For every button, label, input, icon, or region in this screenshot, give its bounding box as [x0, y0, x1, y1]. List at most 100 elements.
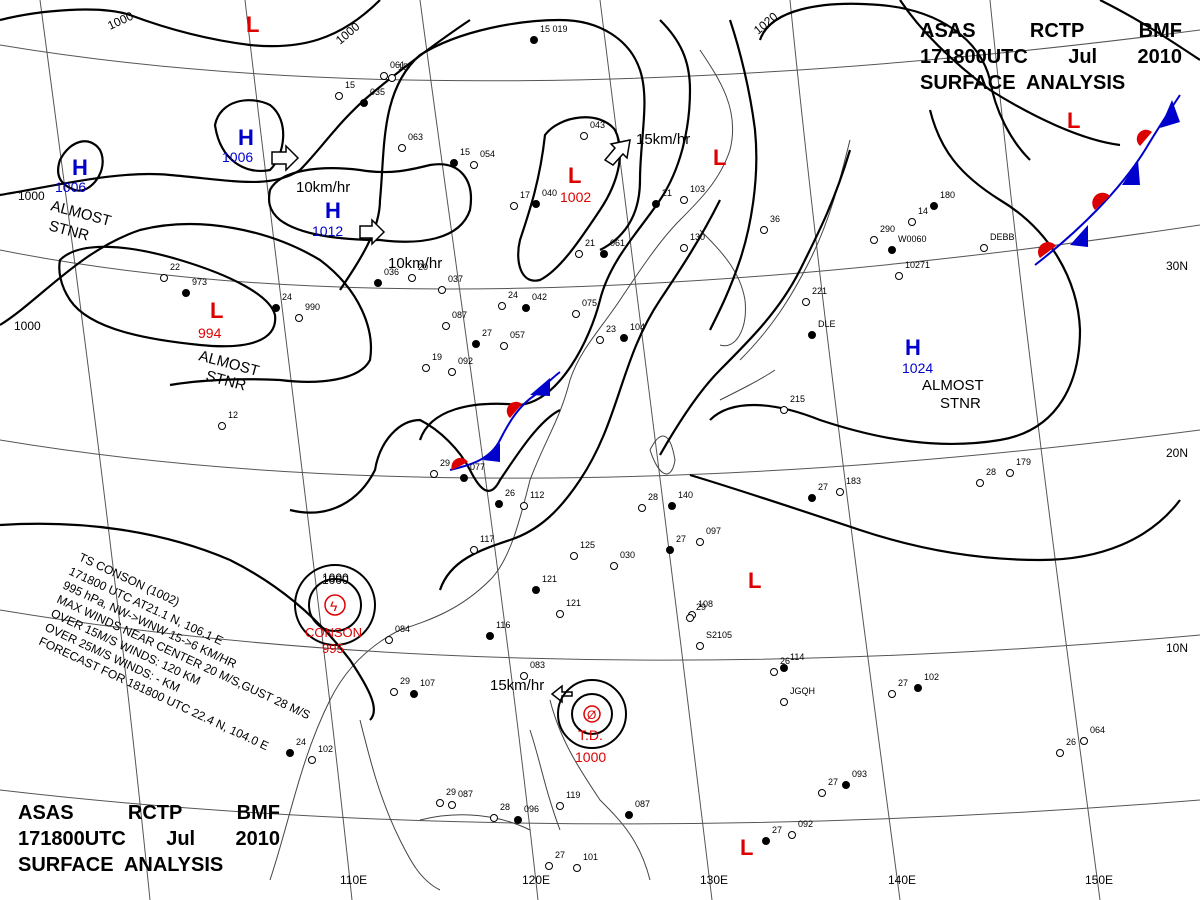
- station-circle-icon: [470, 161, 478, 169]
- station-label: 092: [798, 819, 813, 829]
- station-circle-icon: [652, 200, 660, 208]
- stationary-front-china: [449, 371, 561, 471]
- motion-labels: 10km/hr 10km/hr 15km/hr 15km/hr: [296, 131, 690, 694]
- station-circle-icon: [486, 632, 494, 640]
- lat-label: 10N: [1166, 641, 1188, 655]
- parallel-30n: [0, 224, 1200, 290]
- station-circle-icon: [385, 636, 393, 644]
- almost-label: ALMOST: [922, 377, 984, 394]
- title-line-2: 171800UTC Jul 2010: [18, 826, 280, 852]
- station-circle-icon: [556, 610, 564, 618]
- station-circle-icon: [1056, 749, 1064, 757]
- meridian-140e: [789, 0, 901, 900]
- isobar: [709, 19, 758, 331]
- station-circle-icon: [408, 274, 416, 282]
- station-label: 117: [480, 534, 494, 544]
- station-label: 28: [648, 492, 658, 502]
- station-label: 15 019: [540, 24, 568, 34]
- motion-speed-label: 10km/hr: [296, 179, 350, 196]
- warm-front-bump: [451, 457, 468, 470]
- motion-arrow: [603, 139, 631, 166]
- coast-taiwan: [649, 435, 676, 475]
- station-circle-icon: [780, 664, 788, 672]
- station-circle-icon: [360, 99, 368, 107]
- chart-title-bottom: ASAS RCTP BMF 171800UTC Jul 2010 SURFACE…: [18, 800, 280, 878]
- td-symbol: Ø: [587, 708, 596, 722]
- motion-arrow: [359, 218, 386, 246]
- station-circle-icon: [762, 837, 770, 845]
- meridian-110e: [244, 0, 353, 900]
- station-label: 040: [542, 188, 557, 198]
- station-circle-icon: [374, 279, 382, 287]
- isobar: [57, 140, 104, 192]
- station-label: 087: [458, 789, 473, 799]
- station-circle-icon: [570, 552, 578, 560]
- title-month: Jul: [1068, 46, 1098, 68]
- station-label: 24: [508, 290, 518, 300]
- isobar-value: 1000: [18, 189, 45, 203]
- title-product: SURFACE ANALYSIS: [920, 72, 1126, 94]
- station-circle-icon: [770, 668, 778, 676]
- station-circle-icon: [380, 72, 388, 80]
- meridian-100e: [39, 0, 151, 900]
- title-time: 171800UTC: [18, 828, 126, 850]
- station-circle-icon: [460, 474, 468, 482]
- station-circle-icon: [680, 196, 688, 204]
- isobar: [213, 99, 285, 172]
- station-circle-icon: [870, 236, 878, 244]
- title-center: RCTP: [127, 802, 183, 824]
- lat-label: 30N: [1166, 259, 1188, 273]
- station-circle-icon: [780, 698, 788, 706]
- storm-center-icon: [324, 594, 346, 616]
- station-circle-icon: [666, 546, 674, 554]
- station-label: 17: [520, 190, 530, 200]
- station-circle-icon: [495, 500, 503, 508]
- isobar: [899, 0, 1121, 147]
- low-pressure-symbol: L: [210, 298, 223, 323]
- station-circle-icon: [436, 799, 444, 807]
- station-circle-icon: [572, 310, 580, 318]
- station-circle-icon: [980, 244, 988, 252]
- station-label: 075: [582, 298, 597, 308]
- station-label: 290: [880, 224, 895, 234]
- station-label: 084: [395, 624, 410, 634]
- station-label: 221: [812, 286, 827, 296]
- coast-philippines: [529, 699, 651, 881]
- station-label: DEBB: [990, 232, 1015, 242]
- motion-arrow: [550, 684, 573, 704]
- low-pressure-symbol: L: [1067, 108, 1080, 133]
- station-label: 180: [940, 190, 955, 200]
- tropical-depression: Ø T.D. 1000: [557, 679, 627, 765]
- cold-front-barb: [1070, 225, 1088, 247]
- title-code: BMF: [236, 802, 280, 824]
- station-label: 26: [780, 656, 790, 666]
- station-circle-icon: [160, 274, 168, 282]
- station-label: 12: [228, 410, 238, 420]
- station-circle-icon: [448, 368, 456, 376]
- station-circle-icon: [398, 144, 406, 152]
- isobar: [0, 522, 375, 721]
- station-circle-icon: [575, 250, 583, 258]
- station-label: 23: [606, 324, 616, 334]
- station-label: 043: [590, 120, 605, 130]
- lon-label: 120E: [522, 873, 550, 887]
- station-circle-icon: [888, 246, 896, 254]
- station-label: 21: [662, 188, 672, 198]
- station-label: 29: [446, 787, 456, 797]
- high-pressure-symbol: H: [72, 155, 88, 180]
- station-circle-icon: [668, 502, 676, 510]
- isobar: [289, 409, 561, 514]
- station-label: 29: [696, 602, 706, 612]
- station-label: 108: [698, 599, 713, 609]
- station-circle-icon: [895, 272, 903, 280]
- station-circle-icon: [808, 494, 816, 502]
- td-pressure: 1000: [575, 749, 606, 765]
- station-label: S2105: [706, 630, 732, 640]
- title-line-1: ASAS RCTP BMF: [920, 18, 1182, 44]
- isobar: [58, 245, 277, 348]
- motion-speed-label: 15km/hr: [636, 131, 690, 148]
- station-label: 24: [282, 292, 292, 302]
- station-label: 125: [580, 540, 595, 550]
- station-circle-icon: [448, 801, 456, 809]
